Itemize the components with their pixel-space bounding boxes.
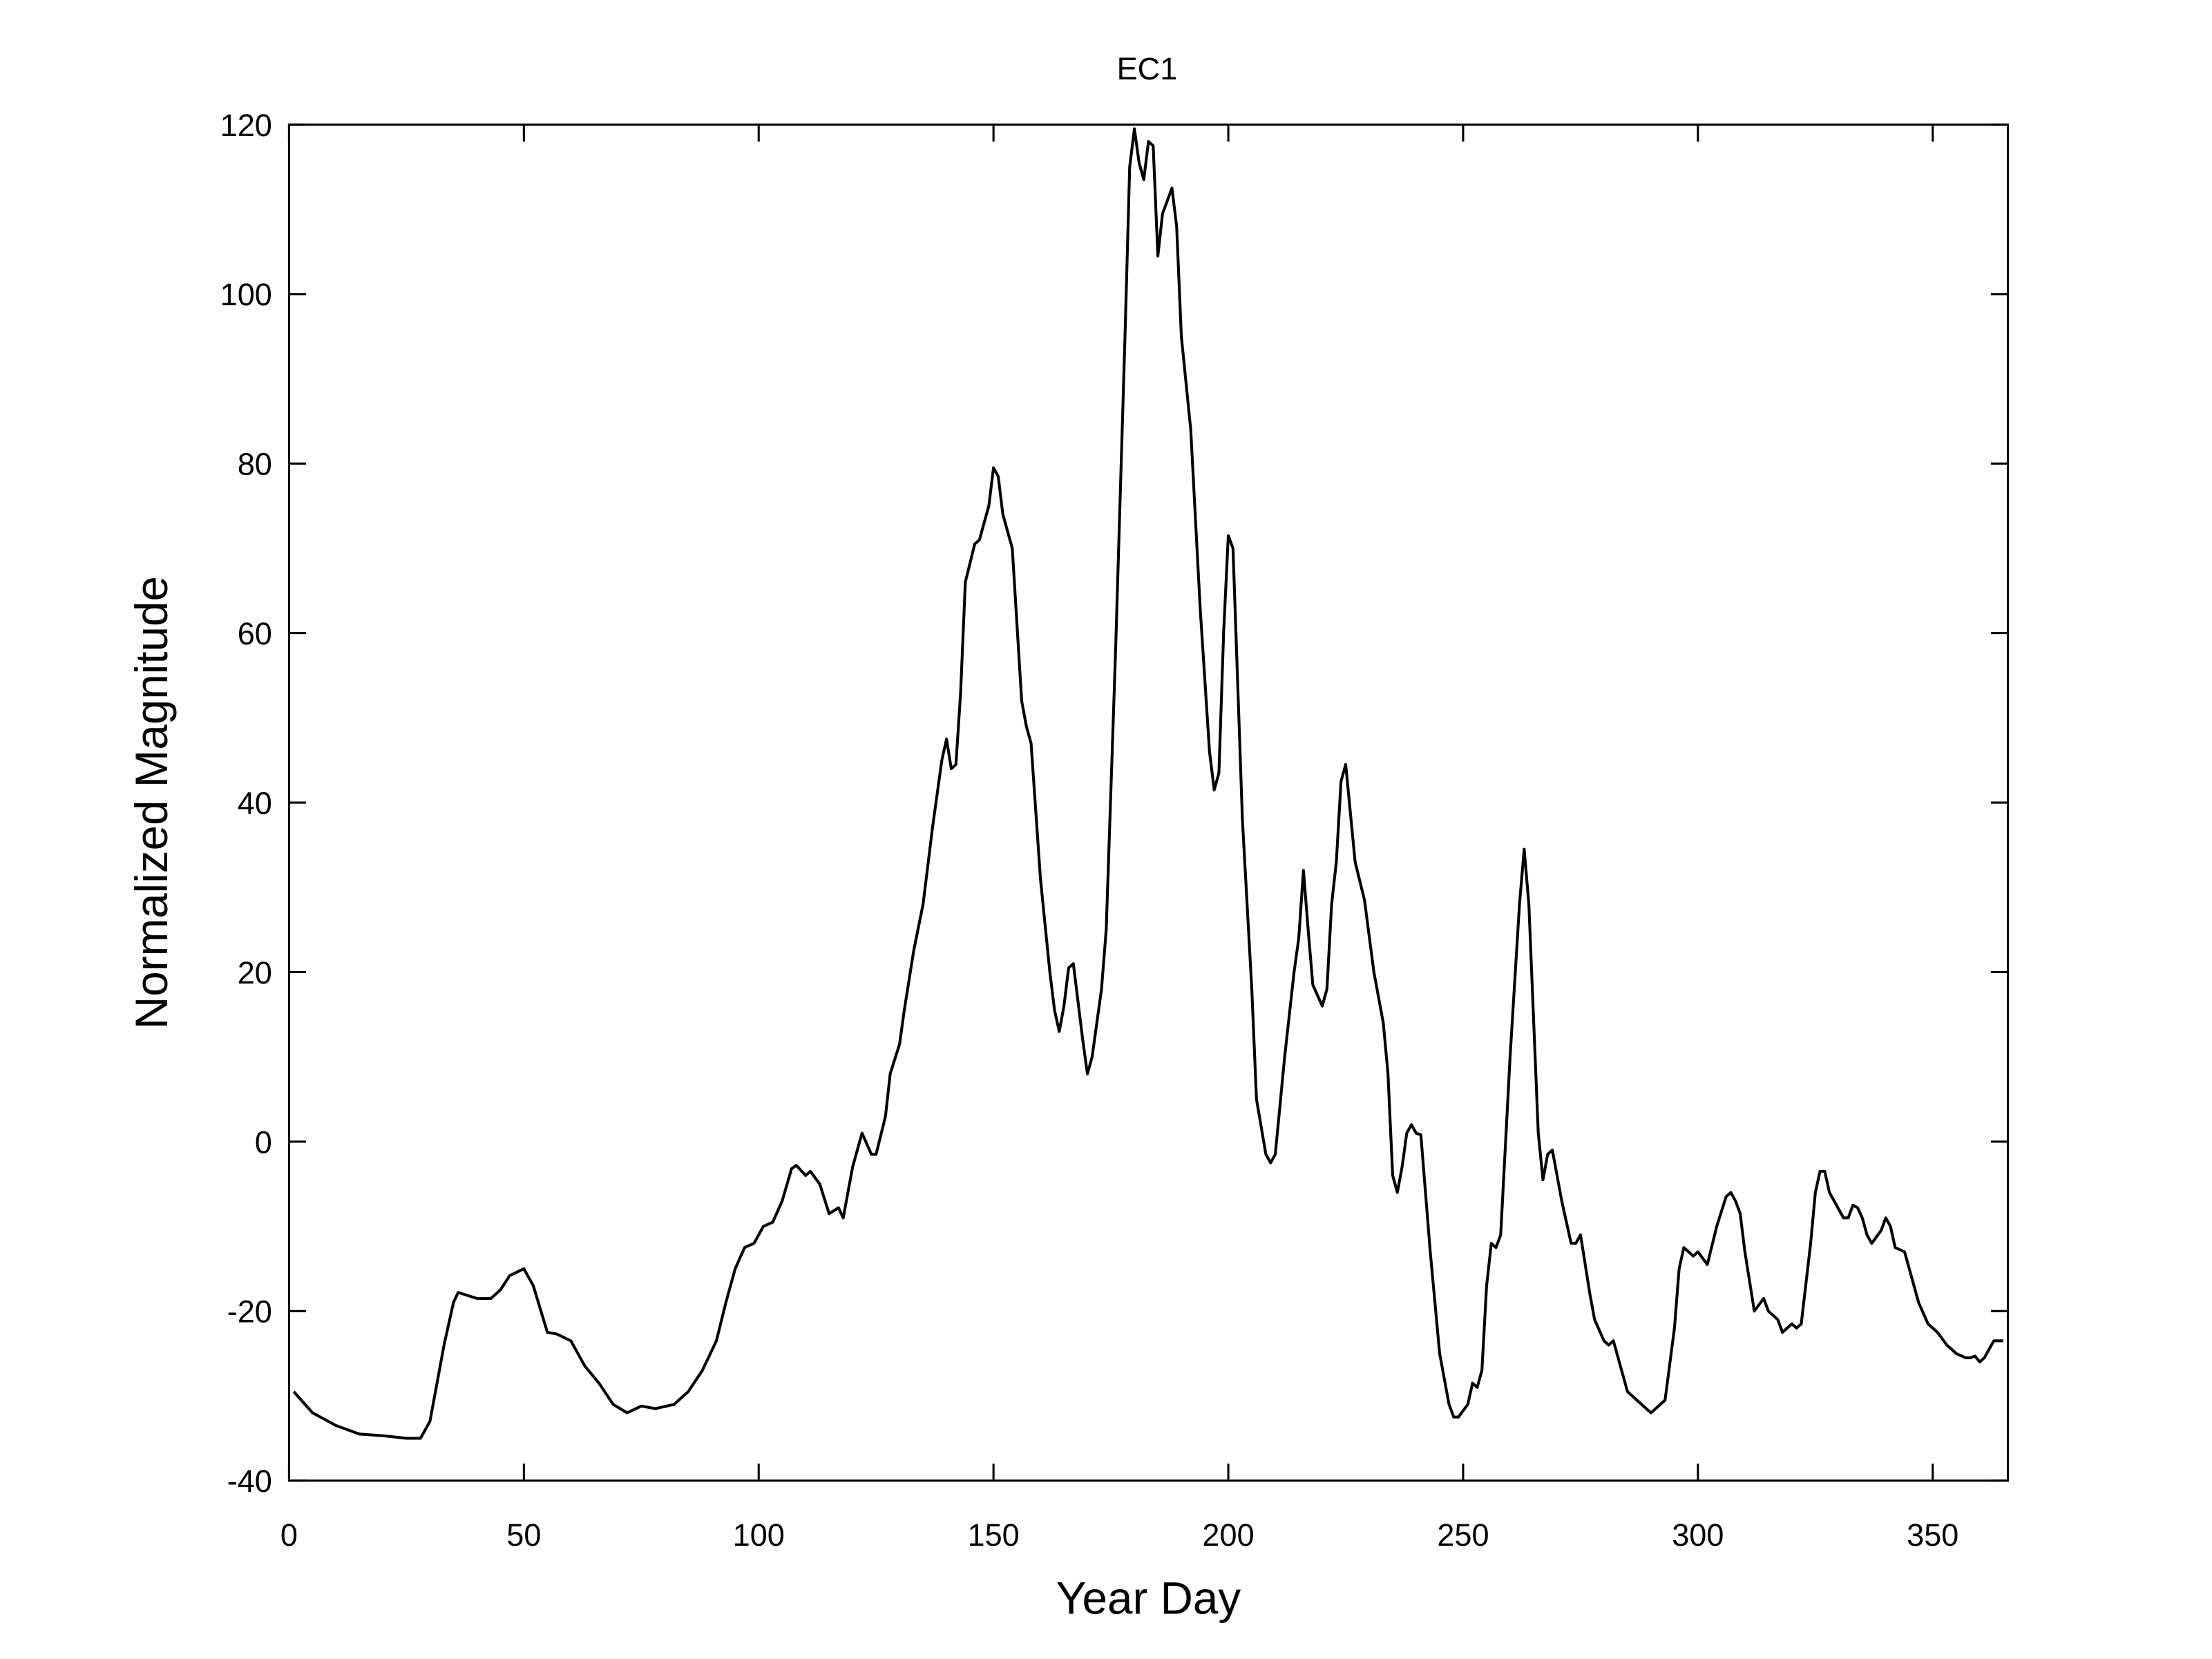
chart-title: EC1 [1117, 51, 1178, 86]
y-tick-label: -40 [227, 1464, 272, 1499]
x-tick-label: 150 [968, 1517, 1020, 1553]
x-tick-label: 100 [733, 1517, 785, 1553]
data-line [292, 127, 2003, 1440]
y-tick-label: 20 [238, 955, 272, 990]
y-tick-label: 120 [220, 108, 272, 143]
x-tick-label: 300 [1672, 1517, 1724, 1553]
x-axis-label: Year Day [1056, 1573, 1241, 1623]
x-tick-label: 50 [506, 1517, 541, 1553]
y-tick-label: 0 [255, 1124, 272, 1160]
y-axis-label: Normalized Magnitude [126, 576, 177, 1029]
x-tick-label: 200 [1202, 1517, 1254, 1553]
x-tick-label: 350 [1907, 1517, 1958, 1553]
y-tick-label: 80 [238, 447, 272, 482]
x-tick-label: 250 [1437, 1517, 1489, 1553]
y-tick-label: 100 [220, 277, 272, 312]
x-tick-label: 0 [280, 1517, 298, 1553]
y-tick-label: -20 [227, 1294, 272, 1330]
y-tick-label: 40 [238, 785, 272, 821]
y-tick-label: 60 [238, 616, 272, 651]
